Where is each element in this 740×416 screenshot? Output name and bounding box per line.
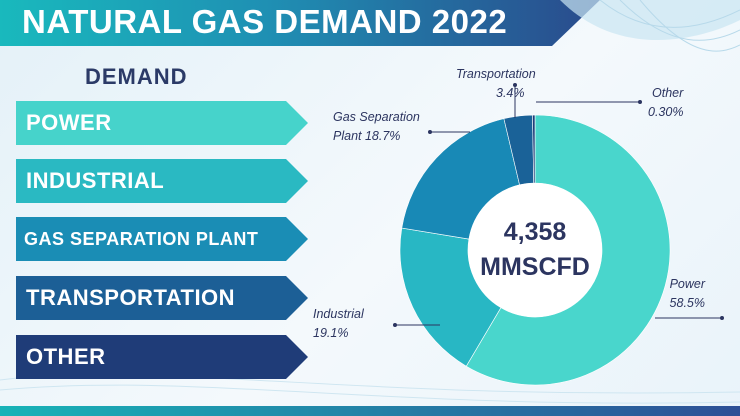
demand-heading: DEMAND	[85, 64, 188, 89]
label-industrial-name: Industrial	[313, 307, 365, 321]
arrow-power: POWER	[16, 101, 308, 145]
arrow-label-power: POWER	[26, 110, 112, 135]
label-industrial-value: 19.1%	[313, 326, 348, 340]
arrow-industrial: INDUSTRIAL	[16, 159, 308, 203]
leader-dots	[393, 83, 724, 327]
leader-lines	[395, 85, 722, 326]
bottom-bar	[0, 406, 740, 416]
label-power-value: 58.5%	[670, 296, 705, 310]
label-power-name: Power	[670, 277, 706, 291]
label-other-value: 0.30%	[648, 105, 683, 119]
label-transportation-name: Transportation	[456, 67, 536, 81]
center-unit: MMSCFD	[480, 253, 590, 281]
label-gas-separation-value: Plant 18.7%	[333, 129, 400, 143]
arrow-label-industrial: INDUSTRIAL	[26, 168, 165, 193]
arrow-label-transportation: TRANSPORTATION	[26, 285, 236, 310]
label-other-name: Other	[652, 86, 684, 100]
arrow-other: OTHER	[16, 335, 308, 379]
label-gas-separation-name: Gas Separation	[333, 110, 420, 124]
page-title: NATURAL GAS DEMAND 2022	[22, 3, 508, 40]
center-value: 4,358	[504, 218, 567, 246]
title-band	[0, 0, 600, 46]
arrow-label-other: OTHER	[26, 344, 106, 369]
label-transportation-value: 3.4%	[496, 86, 525, 100]
donut-hole	[468, 183, 602, 317]
arrow-transportation: TRANSPORTATION	[16, 276, 308, 320]
arrow-gas-separation: GAS SEPARATION PLANT	[16, 217, 308, 261]
arrow-label-gas-separation: GAS SEPARATION PLANT	[24, 229, 259, 249]
